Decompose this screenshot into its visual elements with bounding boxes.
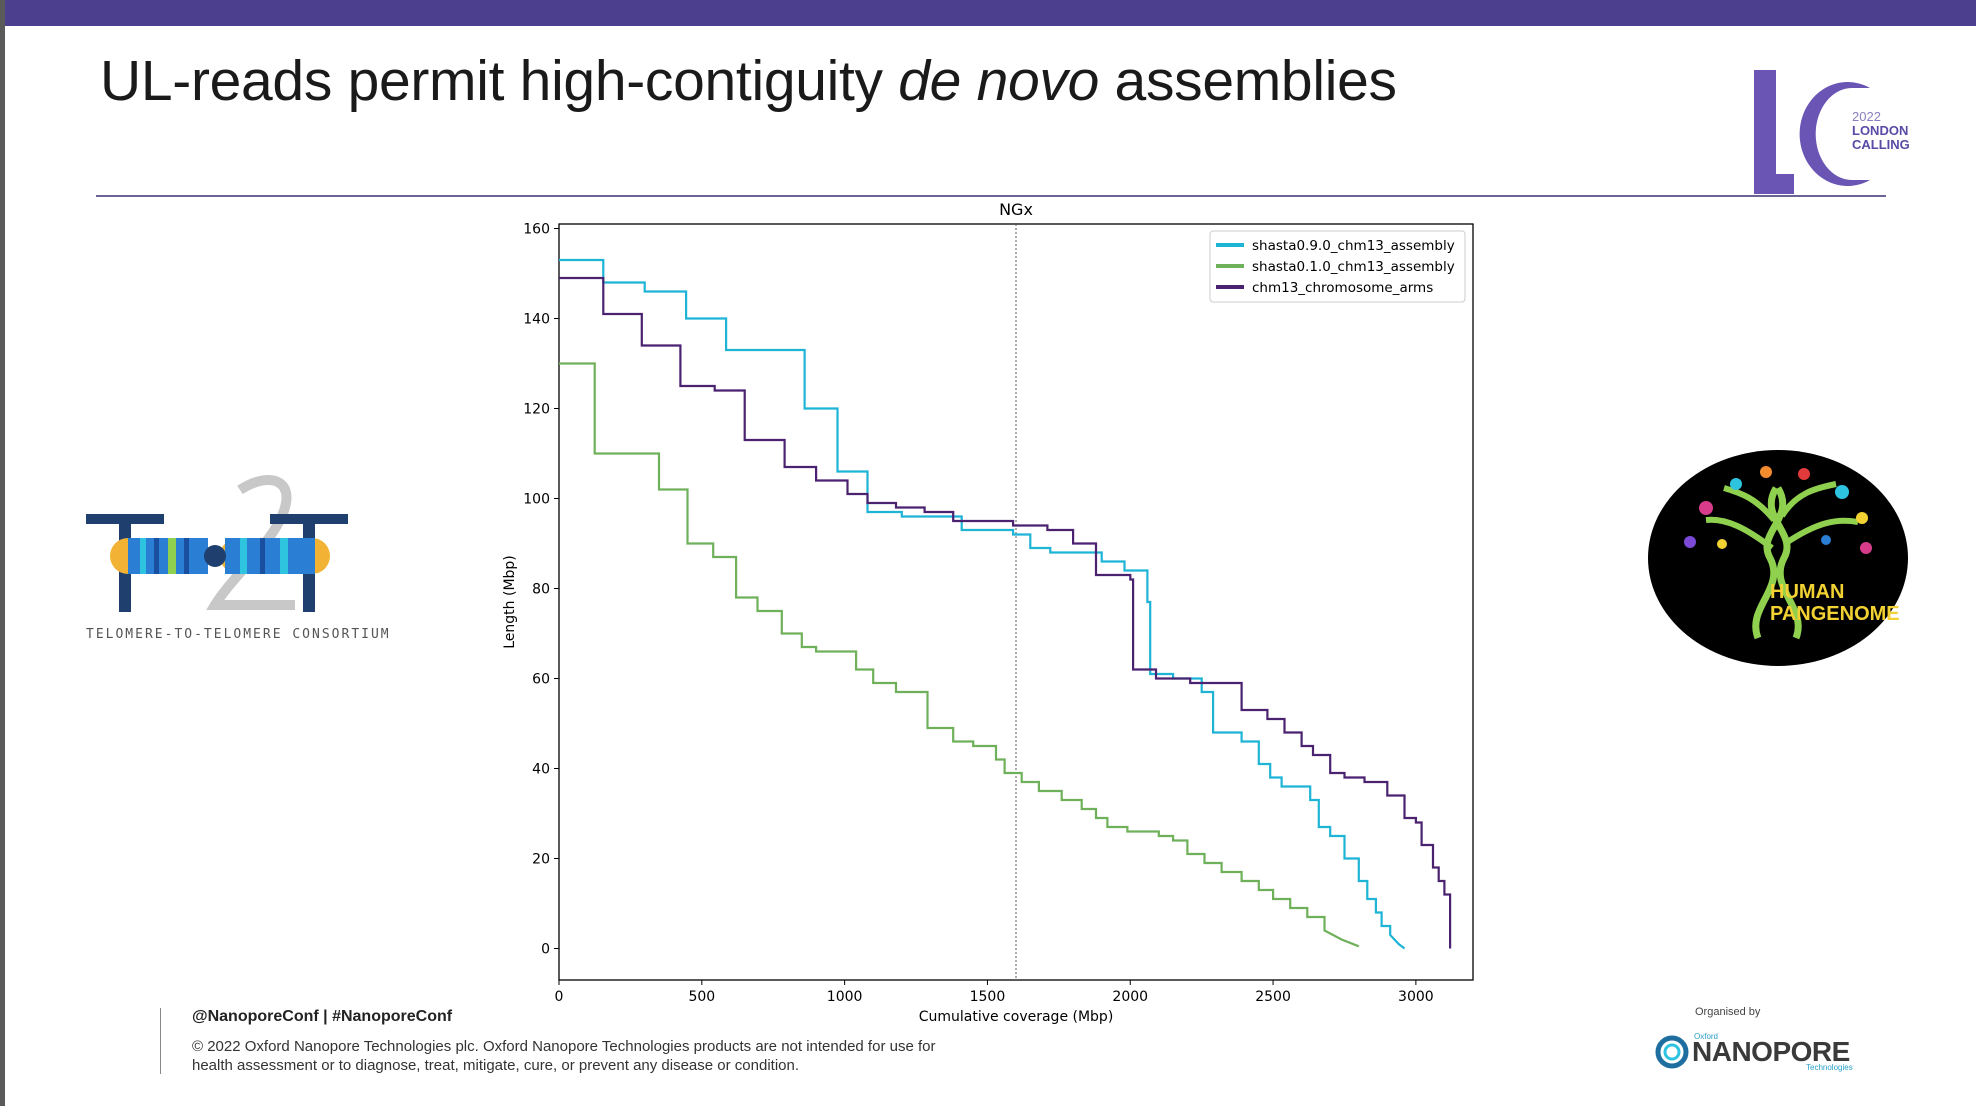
conference-handle: @NanoporeConf | #NanoporeConf xyxy=(192,1008,453,1025)
title-italic: de novo xyxy=(898,49,1100,113)
x-tick-label: 1000 xyxy=(827,989,863,1005)
left-window-edge xyxy=(0,0,5,1106)
human-pangenome-logo: HUMAN PANGENOME xyxy=(1648,450,1908,666)
x-tick-label: 2500 xyxy=(1255,989,1291,1005)
footer-divider xyxy=(160,1008,161,1074)
series-line-1 xyxy=(559,258,1406,950)
series-line-3 xyxy=(559,276,1452,949)
slide-title: UL-reads permit high-contiguity de novo … xyxy=(100,48,1397,114)
title-part-2: assemblies xyxy=(1099,49,1397,113)
top-accent-bar xyxy=(0,0,1976,26)
y-tick-label: 20 xyxy=(532,852,550,868)
london-calling-text: 2022 LONDON CALLING xyxy=(1852,110,1910,152)
x-tick-label: 500 xyxy=(688,989,715,1005)
pangenome-line1: HUMAN xyxy=(1770,581,1844,603)
ont-logo-mark xyxy=(1655,1035,1689,1069)
title-divider xyxy=(96,195,1886,197)
t2t-caption: TELOMERE-TO-TELOMERE CONSORTIUM xyxy=(86,627,391,642)
organised-by-label: Organised by xyxy=(1695,1006,1761,1018)
x-tick-label: 1500 xyxy=(970,989,1006,1005)
lc-line1: LONDON xyxy=(1852,123,1909,138)
chart-title: NGx xyxy=(999,200,1033,219)
y-tick-label: 0 xyxy=(541,942,550,958)
copyright-notice: © 2022 Oxford Nanopore Technologies plc.… xyxy=(192,1038,936,1074)
y-tick-label: 100 xyxy=(523,492,550,508)
ont-oxford-text: Oxford xyxy=(1694,1032,1719,1041)
ont-technologies-text: Technologies xyxy=(1806,1063,1853,1072)
series-line-2 xyxy=(559,362,1360,948)
london-calling-logo xyxy=(1754,70,1870,194)
y-tick-label: 140 xyxy=(523,312,550,328)
legend-box xyxy=(1209,230,1466,303)
pangenome-line2: PANGENOME xyxy=(1770,603,1900,625)
lc-line2: CALLING xyxy=(1852,137,1910,152)
y-tick-label: 120 xyxy=(523,402,550,418)
y-tick-label: 80 xyxy=(532,582,550,598)
t2t-consortium-logo xyxy=(86,475,348,612)
legend-label: chm13_chromosome_arms xyxy=(1252,280,1433,296)
title-part-1: UL-reads permit high-contiguity xyxy=(100,49,899,113)
x-tick-label: 2000 xyxy=(1112,989,1148,1005)
x-tick-label: 3000 xyxy=(1398,989,1434,1005)
x-tick-label: 0 xyxy=(555,989,564,1005)
y-tick-label: 160 xyxy=(523,222,550,238)
y-axis-label: Length (Mbp) xyxy=(502,555,518,649)
y-tick-label: 60 xyxy=(532,672,550,688)
ngx-chart: NGx 0 500 1000 1500 2000 2500 3000 0 20 40 60 80 100… xyxy=(502,200,1474,1025)
y-tick-label: 40 xyxy=(532,762,550,778)
ont-brand-text: NANOPORE xyxy=(1692,1036,1850,1067)
lc-year: 2022 xyxy=(1852,109,1881,124)
x-axis-label: Cumulative coverage (Mbp) xyxy=(919,1009,1114,1025)
legend-label: shasta0.9.0_chm13_assembly xyxy=(1252,238,1455,254)
legend-label: shasta0.1.0_chm13_assembly xyxy=(1252,259,1455,275)
